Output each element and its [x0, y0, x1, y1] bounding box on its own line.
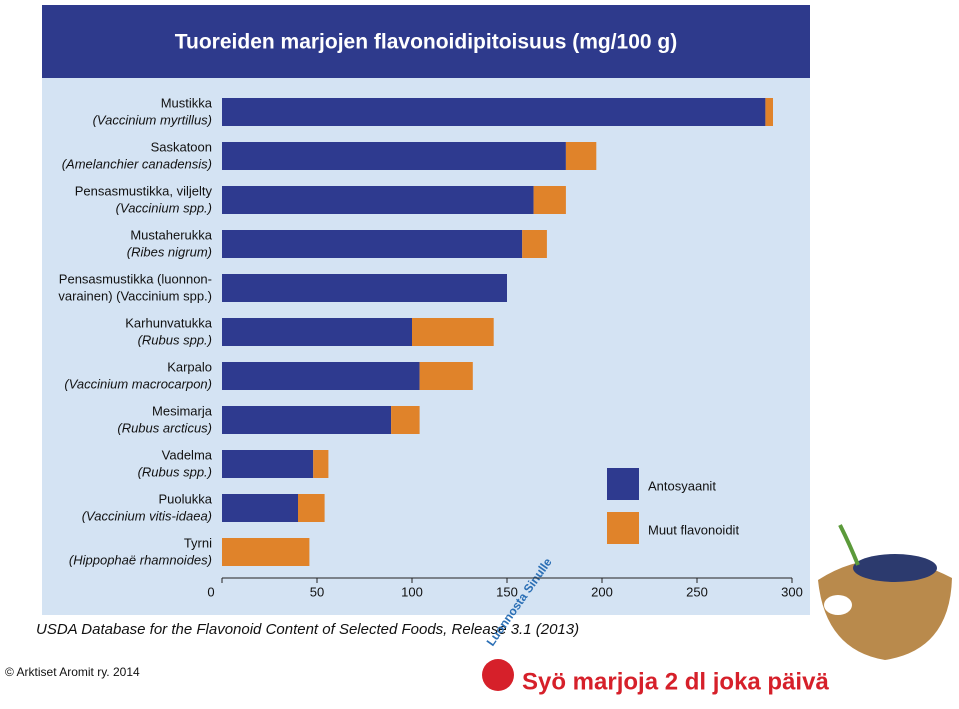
category-label: (Rubus arcticus) — [117, 420, 212, 435]
legend-swatch — [607, 512, 639, 544]
bar-segment — [222, 538, 310, 566]
category-label: Mesimarja — [152, 403, 213, 418]
bar-segment — [222, 230, 523, 258]
berries — [853, 554, 937, 582]
x-tick-label: 100 — [401, 584, 423, 599]
bar-segment — [222, 142, 566, 170]
category-label: Mustaherukka — [130, 227, 212, 242]
category-label: Karpalo — [167, 359, 212, 374]
category-label: (Amelanchier canadensis) — [62, 156, 212, 171]
source: USDA Database for the Flavonoid Content … — [36, 621, 579, 638]
legend-label: Antosyaanit — [648, 478, 716, 493]
category-label: Tyrni — [184, 535, 212, 550]
category-label: (Vaccinium myrtillus) — [93, 112, 212, 127]
bowl-handle-hole — [824, 595, 852, 615]
logo-berry — [482, 659, 514, 691]
bar-segment — [765, 98, 773, 126]
category-label: Pensasmustikka (luonnon- — [59, 271, 212, 286]
bar-segment — [313, 450, 329, 478]
bar-segment — [222, 318, 412, 346]
bar-segment — [222, 186, 534, 214]
bar-segment — [533, 186, 566, 214]
bar-segment — [298, 494, 325, 522]
legend-swatch — [607, 468, 639, 500]
bar-segment — [222, 362, 420, 390]
bar-segment — [222, 406, 392, 434]
category-label: Puolukka — [159, 491, 213, 506]
bowl — [818, 559, 952, 660]
category-label: Mustikka — [161, 95, 213, 110]
x-tick-label: 200 — [591, 584, 613, 599]
legend-label: Muut flavonoidit — [648, 522, 739, 537]
category-label: (Vaccinium vitis-idaea) — [82, 508, 212, 523]
x-tick-label: 150 — [496, 584, 518, 599]
x-tick-label: 300 — [781, 584, 803, 599]
x-tick-label: 50 — [310, 584, 324, 599]
bar-segment — [222, 274, 507, 302]
chart-title: Tuoreiden marjojen flavonoidipitoisuus (… — [175, 31, 678, 54]
category-label: Saskatoon — [151, 139, 212, 154]
x-tick-label: 0 — [207, 584, 214, 599]
bar-segment — [522, 230, 547, 258]
category-label: Karhunvatukka — [125, 315, 212, 330]
category-label: (Vaccinium spp.) — [116, 200, 212, 215]
x-tick-label: 250 — [686, 584, 708, 599]
category-label: (Ribes nigrum) — [127, 244, 212, 259]
category-label: (Rubus spp.) — [138, 464, 212, 479]
category-label: Vadelma — [162, 447, 213, 462]
leaf — [838, 524, 860, 566]
bar-segment — [565, 142, 597, 170]
bowl-illustration — [818, 524, 952, 660]
copyright: © Arktiset Aromit ry. 2014 — [5, 665, 140, 679]
bar-segment — [222, 494, 298, 522]
category-label: (Vaccinium macrocarpon) — [64, 376, 212, 391]
category-label: (Hippophaë rhamnoides) — [69, 552, 212, 567]
bar-segment — [419, 362, 473, 390]
title-banner — [42, 5, 810, 78]
category-label: Pensasmustikka, viljelty — [75, 183, 213, 198]
bar-segment — [391, 406, 420, 434]
bar-segment — [222, 98, 766, 126]
logo-slogan: Syö marjoja 2 dl joka päivä — [522, 668, 829, 695]
category-label: varainen) (Vaccinium spp.) — [58, 288, 212, 303]
category-label: (Rubus spp.) — [138, 332, 212, 347]
bar-segment — [412, 318, 494, 346]
bar-segment — [222, 450, 314, 478]
